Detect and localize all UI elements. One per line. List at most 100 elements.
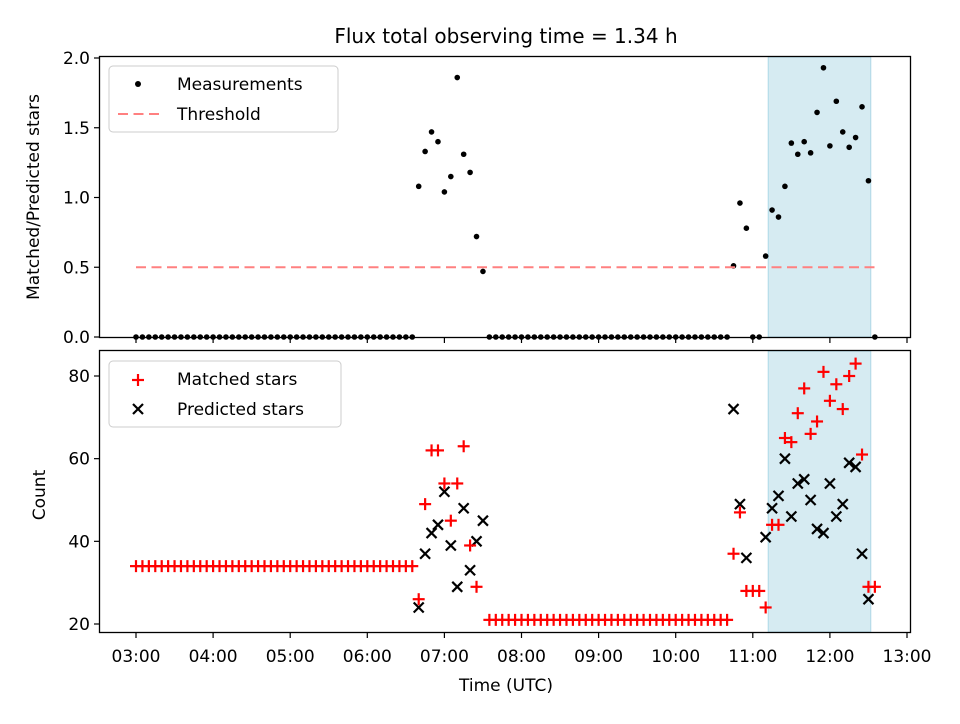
predicted-point	[740, 552, 753, 564]
y-tick-label: 2.0	[63, 49, 90, 69]
legend-marker-predicted	[132, 403, 144, 415]
x-tick-label: 06:00	[343, 647, 392, 667]
matched-point	[817, 365, 830, 378]
matched-point	[759, 601, 772, 614]
measurement-point	[865, 177, 872, 184]
bottom-axes-frame	[98, 349, 912, 634]
predicted-point	[862, 593, 875, 605]
measurement-point	[820, 64, 827, 71]
measurement-point	[480, 268, 486, 275]
legend-box	[108, 65, 339, 133]
matched-point	[419, 498, 432, 511]
measurement-point	[859, 104, 865, 110]
predicted-point	[734, 498, 746, 510]
count-points	[130, 357, 881, 626]
matched-point	[753, 584, 766, 597]
predicted-point	[445, 539, 457, 552]
predicted-point	[804, 494, 817, 506]
top-x-ticks	[135, 337, 908, 343]
y-tick-label: 1.0	[63, 189, 90, 209]
y-tick-label: 0.0	[63, 328, 90, 348]
top-legend: Measurements Threshold	[108, 65, 339, 133]
chart-title: Flux total observing time = 1.34 h	[334, 24, 677, 48]
measurement-point	[428, 129, 435, 135]
x-axis-label: Time (UTC)	[458, 676, 553, 696]
predicted-point	[412, 601, 425, 614]
predicted-point	[727, 403, 740, 415]
predicted-point	[798, 473, 810, 486]
matched-point	[811, 415, 824, 428]
matched-point	[849, 357, 862, 370]
x-tick-label: 05:00	[266, 647, 315, 667]
matched-point	[444, 514, 457, 527]
matched-point	[470, 580, 483, 593]
y-tick-label: 80	[68, 367, 90, 387]
legend-label-predicted: Predicted stars	[177, 400, 304, 420]
legend-label-threshold: Threshold	[176, 105, 261, 125]
predicted-point	[432, 519, 444, 531]
measurement-point	[467, 169, 473, 176]
measurement-point	[762, 253, 769, 259]
measurement-point	[460, 151, 467, 158]
measurement-point	[454, 74, 461, 81]
matched-point	[451, 477, 464, 490]
matched-point	[804, 427, 817, 440]
x-tick-label: 03:00	[112, 647, 161, 667]
y-tick-label: 0.5	[63, 258, 90, 278]
x-tick-label: 04:00	[189, 647, 238, 667]
predicted-point	[772, 490, 785, 502]
measurement-point	[846, 144, 852, 151]
y-tick-label: 40	[68, 532, 90, 552]
bottom-y-label: Count	[30, 469, 50, 520]
measurement-point	[801, 138, 807, 145]
matched-point	[856, 448, 869, 461]
matched-point	[772, 518, 785, 531]
legend-label-matched: Matched stars	[177, 370, 297, 390]
legend-box	[108, 360, 342, 428]
x-tick-label: 13:00	[883, 647, 932, 667]
matched-point	[412, 593, 425, 606]
matched-point	[457, 440, 470, 453]
matched-point	[778, 432, 791, 444]
measurement-point	[788, 140, 795, 146]
y-tick-label: 20	[68, 615, 90, 635]
measurement-point	[448, 173, 454, 180]
x-tick-label: 09:00	[574, 647, 623, 667]
matched-point	[733, 506, 746, 519]
measurement-point	[794, 151, 801, 158]
matched-point	[406, 560, 419, 573]
top-y-label: Matched/Predicted stars	[24, 94, 44, 300]
y-tick-label: 1.5	[63, 119, 90, 139]
predicted-point	[766, 502, 778, 515]
measurement-point	[743, 225, 750, 231]
matched-point	[868, 580, 881, 593]
predicted-point	[785, 510, 798, 523]
measurement-point	[415, 183, 422, 190]
predicted-point	[830, 510, 843, 523]
matched-point	[843, 370, 856, 382]
x-tick-label: 10:00	[651, 647, 700, 667]
x-tick-label: 07:00	[420, 647, 469, 667]
matched-point	[464, 539, 477, 552]
matched-point	[830, 378, 843, 391]
matched-point	[438, 477, 451, 490]
bottom-y-ticks: 20 40 60 80	[68, 367, 100, 635]
top-panel: 0.00.51.01.52.0 Matched/Predicted stars …	[24, 49, 912, 348]
predicted-point	[477, 514, 489, 527]
predicted-point	[836, 498, 849, 510]
highlight-span	[767, 350, 872, 633]
predicted-point	[451, 581, 464, 593]
measurement-point	[775, 214, 782, 220]
measurement-point	[769, 207, 775, 213]
measurement-point	[782, 183, 788, 190]
measurement-point	[852, 134, 859, 141]
x-tick-label: 11:00	[728, 647, 777, 667]
predicted-point	[856, 547, 868, 560]
measurement-point	[422, 148, 428, 155]
predicted-point	[791, 477, 804, 490]
predicted-point	[438, 485, 451, 498]
bottom-x-ticks: 03:00 04:00 05:00 06:00 07:00 08:00 09:00 10:00…	[112, 632, 932, 667]
measurement-point	[833, 98, 840, 105]
measurement-point	[839, 129, 846, 135]
